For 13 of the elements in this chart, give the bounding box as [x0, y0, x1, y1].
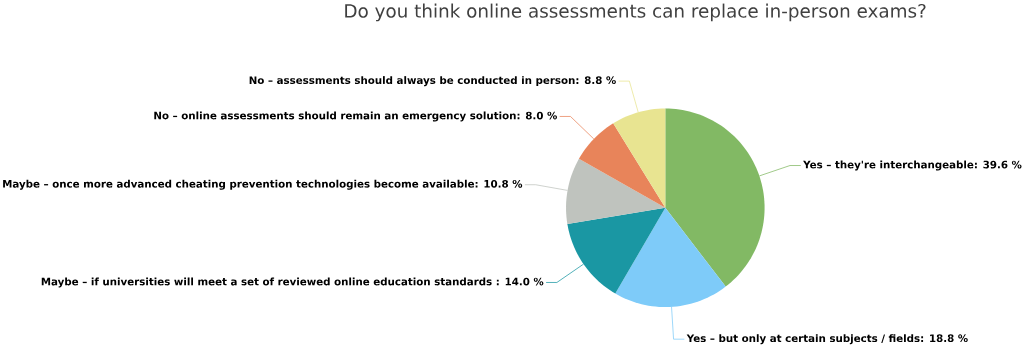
slice-label: No – online assessments should remain an emergency solution: [154, 111, 516, 122]
data-label: : 8.8 %: [576, 76, 616, 84]
slice-label: Yes – they're interchangeable: [803, 160, 974, 171]
data-label: : 14.0 %: [496, 277, 544, 286]
data-label: : 39.6 %: [975, 160, 1022, 169]
slice-label: Maybe – once more advanced cheating prevention technologies become available: [3, 179, 475, 190]
slice-label: Maybe – if universities will meet a set of reviewed online education standards: [41, 277, 492, 288]
data-label: : 10.8 %: [475, 179, 523, 188]
data-label: : 18.8 %: [921, 334, 968, 342]
slice-label: Yes – but only at certain subjects / fields: [686, 334, 920, 345]
slice-label: No – assessments should always be conducted in person: [249, 75, 575, 86]
data-label: : 8.0 %: [517, 111, 557, 120]
chart-title: Do you think online assessments can replace in-person exams?: [345, 3, 926, 22]
